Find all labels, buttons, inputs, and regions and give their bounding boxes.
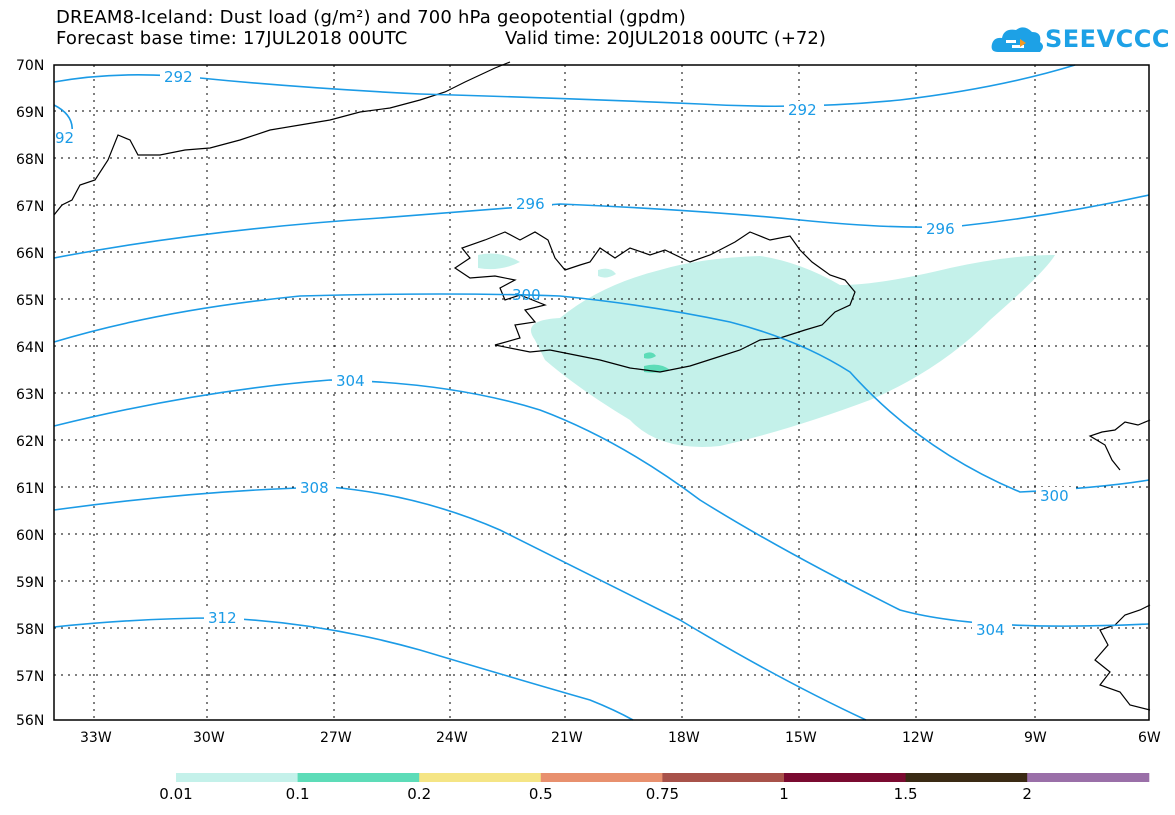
- contour-label: 296: [516, 195, 545, 213]
- contour-label: 296: [926, 220, 955, 238]
- contour-label: 92: [55, 129, 74, 147]
- lat-label: 61N: [16, 481, 44, 497]
- iceland-coastline: [453, 231, 856, 373]
- lat-label: 69N: [16, 105, 44, 121]
- greenland-coastline: [53, 61, 511, 216]
- colorbar-label: 0.75: [646, 785, 679, 803]
- colorbar-swatch: [662, 773, 785, 782]
- colorbar-swatch: [176, 773, 299, 782]
- dust-plume-area: [530, 255, 1055, 447]
- contour-label: 292: [164, 68, 193, 86]
- contour-label: 300: [1040, 487, 1069, 505]
- lon-label: 33W: [80, 730, 112, 746]
- forecast-base-time: Forecast base time: 17JUL2018 00UTC: [56, 28, 408, 49]
- contour-292-corner: [53, 104, 73, 133]
- lon-label: 24W: [436, 730, 468, 746]
- lat-label: 64N: [16, 340, 44, 356]
- lat-label: 57N: [16, 669, 44, 685]
- lon-label: 12W: [902, 730, 934, 746]
- colorbar-label: 2: [1022, 785, 1032, 803]
- lat-label: 70N: [16, 58, 44, 74]
- colorbar-swatch: [1027, 773, 1150, 782]
- norway-coastline-north: [1088, 419, 1151, 471]
- lat-label: 60N: [16, 528, 44, 544]
- colorbar-swatch: [784, 773, 907, 782]
- valid-time: Valid time: 20JUL2018 00UTC (+72): [505, 28, 826, 49]
- lon-label: 6W: [1138, 730, 1161, 746]
- lat-label: 66N: [16, 246, 44, 262]
- colorbar: 0.01 0.1 0.2 0.5 0.75 1 1.5 2: [159, 773, 1150, 803]
- colorbar-label: 1: [779, 785, 789, 803]
- contour-308: [53, 486, 867, 721]
- contour-label: 300: [512, 286, 541, 304]
- contour-label: 304: [336, 372, 365, 390]
- lon-label: 9W: [1024, 730, 1047, 746]
- lat-label: 62N: [16, 434, 44, 450]
- logo-text: SEEVCCC: [1045, 25, 1170, 53]
- lon-label: 27W: [320, 730, 352, 746]
- lat-label: 59N: [16, 575, 44, 591]
- contour-label: 312: [208, 609, 237, 627]
- dust-patch-medium-1: [644, 352, 656, 359]
- colorbar-label: 0.5: [529, 785, 553, 803]
- lat-label: 67N: [16, 199, 44, 215]
- colorbar-label: 0.2: [407, 785, 431, 803]
- colorbar-swatch: [297, 773, 420, 782]
- colorbar-swatch: [905, 773, 1028, 782]
- map-title: DREAM8-Iceland: Dust load (g/m²) and 700…: [56, 7, 686, 28]
- contour-312: [53, 617, 634, 721]
- lat-label: 68N: [16, 152, 44, 168]
- dust-patch-small: [598, 268, 616, 278]
- lat-label: 56N: [16, 713, 44, 729]
- map-frame: [53, 64, 1150, 721]
- colorbar-label: 0.1: [286, 785, 310, 803]
- lat-label: 63N: [16, 387, 44, 403]
- contour-label: 308: [300, 479, 329, 497]
- graticule: [54, 65, 1149, 720]
- contour-label: 292: [788, 101, 817, 119]
- colorbar-label: 1.5: [894, 785, 918, 803]
- contour-304: [53, 379, 1150, 627]
- lon-label: 30W: [193, 730, 225, 746]
- longitude-labels: 33W 30W 27W 24W 21W 18W 15W 12W 9W 6W: [80, 730, 1161, 746]
- lat-label: 65N: [16, 293, 44, 309]
- contour-300: [53, 293, 1150, 493]
- colorbar-swatch: [419, 773, 542, 782]
- colorbar-swatch: [540, 773, 663, 782]
- lon-label: 15W: [785, 730, 817, 746]
- lon-label: 21W: [551, 730, 583, 746]
- colorbar-label: 0.01: [159, 785, 192, 803]
- coastlines: [53, 61, 1151, 711]
- norway-coastline-south: [1094, 604, 1151, 711]
- cloud-icon: [991, 27, 1043, 52]
- geopotential-contours: [53, 64, 1150, 721]
- latitude-labels: 70N 69N 68N 67N 66N 65N 64N 63N 62N 61N …: [16, 58, 44, 729]
- contour-label-group: 292 292 92 296 296 300 300 304 304 308 3…: [54, 68, 1076, 639]
- contour-296: [53, 194, 1150, 259]
- lon-label: 18W: [668, 730, 700, 746]
- dust-patch-west: [478, 253, 520, 270]
- contour-label: 304: [976, 621, 1005, 639]
- lat-label: 58N: [16, 622, 44, 638]
